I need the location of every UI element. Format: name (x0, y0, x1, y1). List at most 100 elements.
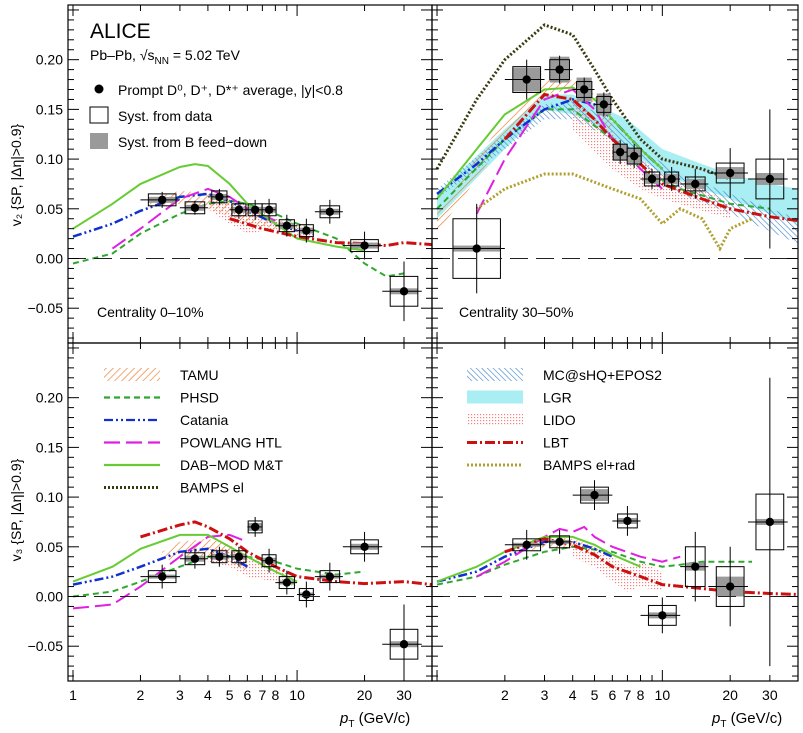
data-point-v3-0-10-9 (342, 531, 383, 562)
data-point-v2-30-50-8 (662, 167, 681, 191)
x-axis-label-right-sub: T (720, 719, 726, 730)
legend-entry-mc-shq-epos2: MC@sHQ+EPOS2 (467, 367, 662, 383)
data-point-v3-30-50-7 (748, 377, 788, 667)
data-point-v2-0-10-1 (179, 200, 208, 215)
data-marker (360, 241, 369, 250)
powlang-curve-v3-30-50 (476, 525, 681, 578)
legend-entry-tamu: TAMU (104, 367, 219, 383)
data-marker (555, 65, 564, 74)
data-marker (215, 192, 224, 202)
data-marker (667, 174, 676, 184)
x-tick-label: 8 (637, 687, 645, 703)
data-point-v3-30-50-6 (708, 546, 749, 627)
data-marker (522, 540, 531, 550)
y-tick-label: −0.05 (28, 638, 64, 654)
data-marker (325, 572, 335, 581)
centrality-label-0-10: Centrality 0–10% (97, 304, 204, 320)
legend-syst-data-box (89, 106, 109, 124)
x-tick-label: 4 (569, 687, 577, 703)
x-axis-label-left-sub: T (348, 719, 354, 730)
data-point-v3-0-10-3 (229, 546, 248, 567)
y-tick-label: 0.20 (36, 390, 63, 406)
data-point-v3-0-10-1 (179, 548, 208, 569)
data-marker (157, 195, 167, 205)
x-axis-label-right-unit: (GeV/c) (726, 710, 782, 727)
y-axis-label-v3: v₃ {SP, |Δη|>0.9} (8, 458, 24, 561)
data-marker (599, 100, 609, 109)
data-marker (282, 578, 292, 587)
lbt-curve-v3-0-10 (140, 520, 432, 587)
legend-label: TAMU (180, 367, 219, 383)
data-marker (190, 554, 200, 563)
data-marker (658, 611, 667, 620)
data-marker (302, 226, 311, 235)
data-point-v3-30-50-4 (640, 597, 681, 634)
data-point-v3-30-50-1 (544, 529, 573, 554)
legend-label: BAMPS el+rad (543, 457, 635, 473)
data-point-v3-30-50-0 (504, 529, 545, 560)
data-point-v2-0-10-10 (382, 261, 422, 322)
data-marker (250, 522, 260, 532)
data-point-v2-0-10-0 (140, 191, 180, 208)
legend-data-label: Prompt D⁰, D⁺, D*⁺ average, |y|<0.8 (118, 82, 343, 98)
legend-label: POWLANG HTL (180, 435, 282, 451)
data-point-v2-30-50-4 (594, 92, 613, 117)
data-point-v3-0-10-2 (207, 546, 230, 567)
data-point-v2-0-10-7 (297, 218, 315, 243)
data-point-v2-30-50-6 (626, 144, 642, 169)
x-tick-label: 6 (608, 687, 616, 703)
y-tick-label: −0.05 (28, 300, 64, 316)
legend-entry-bamps-el-rad: BAMPS el+rad (467, 457, 635, 473)
legend-entry-bamps-el: BAMPS el (104, 480, 244, 496)
data-point-v2-30-50-5 (612, 140, 628, 165)
phsd-curve-v2-0-10 (72, 199, 405, 278)
data-marker (725, 582, 735, 591)
x-tick-label: 5 (591, 687, 599, 703)
data-marker (190, 203, 200, 212)
data-point-v2-0-10-8 (314, 199, 343, 224)
legend-data-marker (94, 84, 104, 94)
data-point-v3-30-50-5 (680, 531, 709, 602)
data-point-v2-30-50-0 (437, 203, 505, 294)
x-axis-label-left-unit: (GeV/c) (354, 710, 410, 727)
legend-label: BAMPS el (180, 480, 244, 496)
data-marker (629, 151, 639, 161)
catania-curve-v2-30-50 (436, 98, 664, 195)
powlang-curve-v2-0-10 (111, 187, 276, 250)
legend-symbol (104, 368, 160, 381)
x-tick-label: 10 (289, 687, 305, 703)
legend-label: DAB−MOD M&T (180, 457, 284, 473)
data-point-v2-0-10-2 (207, 188, 230, 205)
data-marker (302, 590, 311, 599)
legend-label: Catania (180, 412, 228, 428)
mcshq-band-v2-30-50 (437, 101, 798, 244)
data-marker (691, 179, 700, 189)
panel-border (431, 342, 799, 682)
x-axis-label-right: pT (GeV/c) (711, 710, 782, 730)
x-tick-label: 10 (655, 687, 671, 703)
data-point-v2-30-50-9 (680, 169, 709, 199)
bamps-el-rad-curve-v2-30-50 (475, 172, 753, 252)
data-marker (590, 490, 599, 500)
data-marker (555, 537, 564, 547)
data-points (140, 55, 788, 681)
data-marker (215, 552, 224, 561)
legend-syst-data-label: Syst. from data (118, 108, 212, 124)
x-tick-label: 7 (258, 687, 266, 703)
legend-label: LGR (543, 390, 572, 406)
data-point-v2-0-10-6 (275, 214, 298, 237)
data-point-v2-30-50-7 (640, 169, 663, 189)
y-tick-label: 0.05 (36, 201, 63, 217)
phsd-curve-v3-30-50 (436, 545, 752, 586)
dab-mod-curve-v2-30-50 (436, 86, 663, 200)
y-tick-label: 0.10 (36, 151, 63, 167)
tamu-band-v2-30-50 (437, 79, 613, 234)
data-marker (522, 75, 531, 84)
data-point-v2-0-10-4 (247, 199, 263, 220)
data-point-v3-0-10-5 (261, 548, 277, 573)
legend-entry-catania: Catania (104, 412, 228, 428)
legend-symbol (467, 390, 523, 404)
x-tick-label: 2 (137, 687, 145, 703)
data-marker (282, 221, 292, 230)
